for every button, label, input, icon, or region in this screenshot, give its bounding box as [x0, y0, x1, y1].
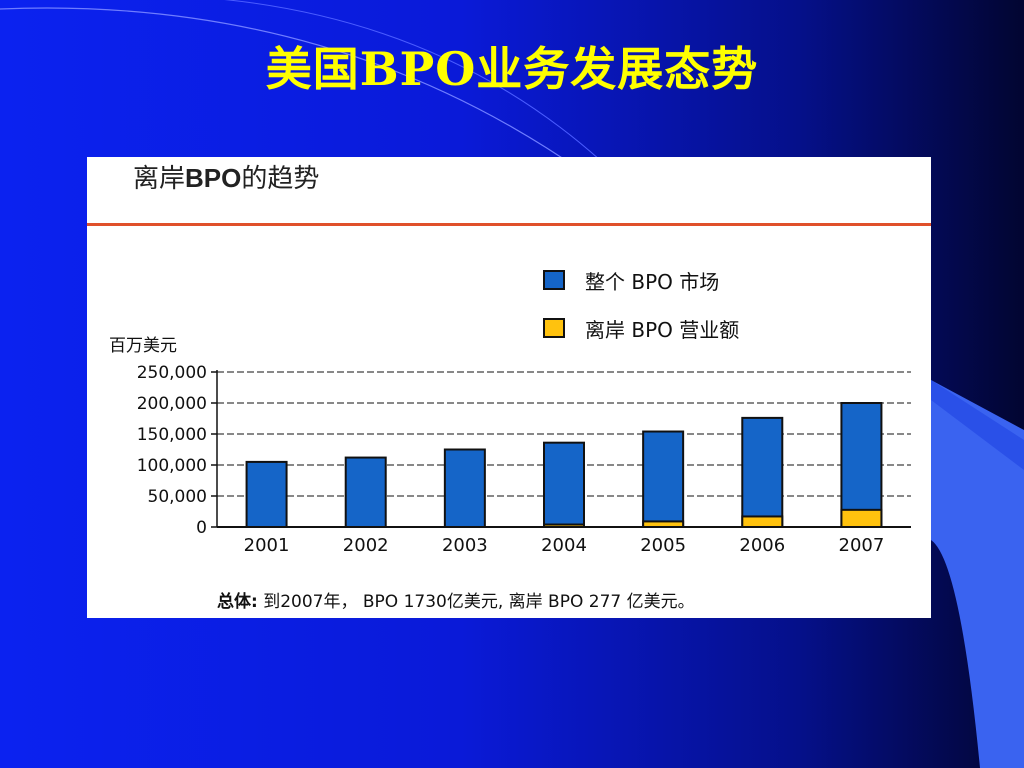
bar-chart: 0 50,000 100,000 150,000 200,000 250,000 2001 2… [137, 363, 911, 556]
y-axis-label: 百万美元 [109, 336, 177, 356]
y-tick-label: 200,000 [137, 394, 207, 414]
bar-total-2004 [543, 441, 585, 528]
chart-title: 离岸BPO的趋势 [133, 163, 319, 195]
note-label: 总体: [217, 592, 258, 612]
y-tick-label: 50,000 [148, 487, 207, 507]
y-tick-label: 0 [196, 518, 207, 538]
bar-total-2003 [443, 448, 486, 528]
bar-offshore-2007 [840, 508, 883, 528]
legend-swatch-total [543, 270, 565, 290]
x-tick-label: 2002 [343, 535, 389, 556]
chart-title-bold: BPO [185, 163, 242, 193]
slide-title: 美国BPO业务发展态势 [265, 42, 759, 96]
bar-total-2005 [642, 430, 685, 528]
legend-swatch-offshore [543, 318, 565, 338]
chart-title-prefix: 离岸 [133, 164, 186, 194]
x-tick-label: 2006 [739, 535, 785, 556]
chart-note: 总体: 到2007年， BPO 1730亿美元, 离岸 BPO 277 亿美元。 [217, 587, 695, 612]
x-tick-label: 2004 [541, 535, 587, 556]
note-text: 到2007年， BPO 1730亿美元, 离岸 BPO 277 亿美元。 [257, 592, 695, 612]
legend-item-offshore: 离岸 BPO 营业额 [543, 315, 740, 342]
title-rule [87, 223, 931, 226]
x-tick-label: 2005 [640, 535, 686, 556]
chart-title-suffix: 的趋势 [241, 164, 320, 194]
bar-total-2007 [840, 402, 883, 528]
bar-offshore-2006 [741, 515, 784, 528]
y-tick-label: 150,000 [137, 425, 207, 445]
y-tick-label: 250,000 [137, 363, 207, 383]
legend-label-total: 整个 BPO 市场 [585, 269, 720, 294]
bar-total-2001 [245, 460, 288, 528]
legend-label-offshore: 离岸 BPO 营业额 [585, 317, 740, 342]
legend-item-total: 整个 BPO 市场 [543, 267, 720, 294]
bar-total-2006 [741, 416, 784, 529]
chart-figure: 离岸BPO的趋势 整个 BPO 市场 离岸 BPO 营业额 百万美元 0 50,0… [87, 157, 931, 618]
x-tick-label: 2007 [839, 535, 885, 556]
x-tick-label: 2001 [244, 535, 290, 556]
bar-total-2002 [344, 456, 387, 528]
y-tick-label: 100,000 [137, 456, 207, 476]
x-tick-label: 2003 [442, 535, 488, 556]
